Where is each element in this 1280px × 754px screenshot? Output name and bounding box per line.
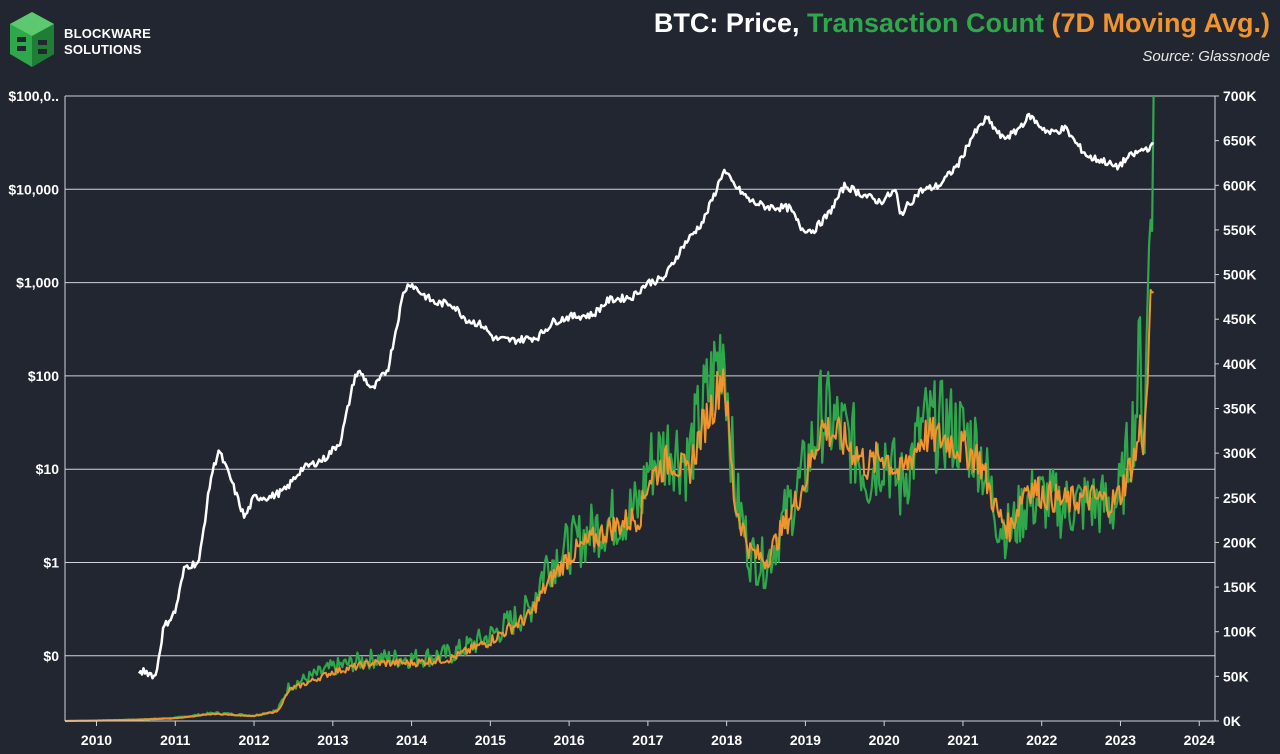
brand-line-1: BLOCKWARE [64, 26, 152, 41]
x-tick-label: 2023 [1105, 732, 1136, 748]
y-right-tick-label: 0K [1223, 713, 1241, 729]
y-left-tick-label: $10,000 [8, 181, 59, 197]
x-tick-label: 2013 [317, 732, 348, 748]
y-right-tick-label: 250K [1223, 490, 1256, 506]
x-tick-label: 2010 [81, 732, 112, 748]
y-left-tick-label: $1,000 [16, 275, 59, 291]
x-tick-label: 2022 [1026, 732, 1057, 748]
brand-name: BLOCKWARE SOLUTIONS [64, 26, 151, 58]
x-tick-label: 2014 [396, 732, 427, 748]
header: BLOCKWARE SOLUTIONS BTC: Price, Transact… [0, 0, 1280, 84]
title-transaction-count: Transaction Count [806, 8, 1052, 38]
y-right-tick-label: 500K [1223, 267, 1256, 283]
x-tick-label: 2017 [632, 732, 663, 748]
x-tick-label: 2012 [238, 732, 269, 748]
source-label: Source: Glassnode [1142, 48, 1270, 65]
x-tick-label: 2021 [947, 732, 978, 748]
y-right-tick-label: 350K [1223, 401, 1256, 417]
y-right-tick-label: 50K [1223, 668, 1249, 684]
y-right-tick-label: 700K [1223, 88, 1256, 104]
y-left-tick-label: $100,0.. [8, 88, 59, 104]
y-right-tick-label: 400K [1223, 356, 1256, 372]
chart-area: $100,0.. $10,000 $1,000 $100 $10 $1 $0 700K 650K… [8, 88, 1256, 748]
x-tick-label: 2015 [475, 732, 506, 748]
axes: $100,0.. $10,000 $1,000 $100 $10 $1 $0 700K 650K… [8, 88, 1256, 748]
x-tick-label: 2019 [790, 732, 821, 748]
y-left-tick-label: $10 [36, 461, 60, 477]
y-right-tick-label: 600K [1223, 177, 1256, 193]
blockware-cube-logo-icon [10, 12, 54, 67]
y-right-tick-label: 100K [1223, 624, 1256, 640]
y-right-tick-label: 550K [1223, 222, 1256, 238]
title-price: BTC: Price, [653, 8, 807, 38]
series-layer [65, 95, 1155, 723]
grid-lines [65, 95, 1215, 657]
y-right-tick-label: 650K [1223, 133, 1256, 149]
x-tick-label: 2018 [711, 732, 742, 748]
y-right-tick-label: 200K [1223, 534, 1256, 550]
moving-average-line [65, 288, 1154, 722]
y-right-tick-label: 300K [1223, 445, 1256, 461]
y-left-tick-label: $0 [43, 648, 59, 664]
x-tick-label: 2024 [1184, 732, 1215, 748]
x-tick-label: 2020 [869, 732, 900, 748]
title-moving-avg: (7D Moving Avg.) [1051, 8, 1271, 38]
price-line [137, 112, 1155, 680]
y-left-tick-label: $100 [28, 368, 59, 384]
x-tick-label: 2016 [554, 732, 585, 748]
y-right-tick-label: 150K [1223, 579, 1256, 595]
brand-line-2: SOLUTIONS [64, 42, 142, 57]
y-left-tick-label: $1 [43, 554, 59, 570]
x-tick-label: 2011 [160, 732, 191, 748]
y-right-tick-label: 450K [1223, 311, 1256, 327]
chart-title: BTC: Price, Transaction Count (7D Moving… [654, 8, 1270, 39]
